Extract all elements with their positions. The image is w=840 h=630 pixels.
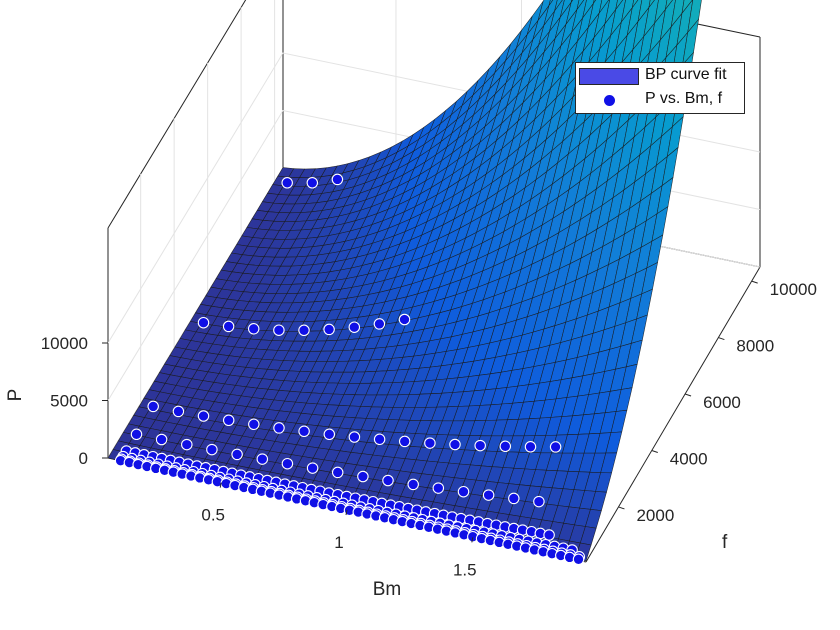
y-tick-label: 6000 xyxy=(703,393,741,412)
x-tick-label: 1 xyxy=(334,533,343,552)
data-point xyxy=(206,443,218,456)
data-point xyxy=(222,414,235,427)
data-point xyxy=(197,316,210,329)
data-point xyxy=(524,441,537,453)
data-point xyxy=(222,320,235,333)
data-point xyxy=(457,485,470,498)
data-point xyxy=(256,453,269,465)
y-tick-label: 4000 xyxy=(670,449,708,468)
data-point xyxy=(130,428,143,441)
x-tick-label: 1.5 xyxy=(453,560,477,579)
data-point xyxy=(449,438,461,451)
x-tick-label: 0.5 xyxy=(201,506,225,525)
y-tick-mark xyxy=(718,337,725,341)
data-point xyxy=(499,440,512,453)
data-point xyxy=(155,433,168,446)
data-point xyxy=(508,492,520,505)
data-point xyxy=(398,313,411,326)
data-point xyxy=(323,323,335,336)
axis-box-line xyxy=(585,266,761,563)
y-tick-mark xyxy=(684,393,692,397)
data-point xyxy=(331,173,344,186)
data-point xyxy=(348,321,361,333)
data-point xyxy=(172,405,185,418)
data-point xyxy=(373,318,386,330)
data-point xyxy=(231,448,243,461)
data-point xyxy=(549,441,562,453)
y-tick-label: 8000 xyxy=(736,337,774,356)
axis-ticks: 0.5 1 1.5 2000 4000 6000 8000 10000 0 5000 10000 xyxy=(41,280,817,579)
data-point xyxy=(281,457,294,470)
legend: BP curve fit P vs. Bm, f xyxy=(575,62,745,114)
data-point xyxy=(273,324,285,336)
data-point xyxy=(273,422,285,434)
legend-label-points: P vs. Bm, f xyxy=(645,90,723,107)
data-point xyxy=(424,437,436,449)
scatter-points xyxy=(114,173,586,566)
data-point xyxy=(248,418,260,431)
data-point xyxy=(357,470,369,483)
data-point xyxy=(181,438,193,451)
data-point xyxy=(572,553,585,566)
data-point xyxy=(298,425,310,438)
y-tick-label: 2000 xyxy=(636,506,674,525)
data-point xyxy=(474,439,486,452)
data-point xyxy=(306,177,319,189)
y-tick-mark xyxy=(651,450,658,453)
data-point xyxy=(533,495,545,508)
data-point xyxy=(407,478,419,491)
x-tick-mark xyxy=(471,537,474,543)
surface-swatch-icon xyxy=(579,68,639,85)
legend-item-fit: BP curve fit xyxy=(576,65,744,87)
z-tick-label: 10000 xyxy=(41,334,88,353)
axis-box-line xyxy=(107,0,247,229)
y-tick-label: 10000 xyxy=(770,280,817,299)
data-point xyxy=(331,466,344,479)
x-axis-label: Bm xyxy=(373,579,402,600)
x-tick-mark xyxy=(345,509,348,516)
surface-cell xyxy=(576,0,585,10)
data-point xyxy=(197,410,210,422)
z-tick-label: 5000 xyxy=(50,392,88,411)
data-point xyxy=(348,431,361,443)
y-tick-mark xyxy=(751,280,758,284)
legend-label-fit: BP curve fit xyxy=(645,66,727,83)
x-tick-mark xyxy=(219,482,222,488)
data-point xyxy=(147,400,159,413)
z-axis-label: P xyxy=(5,389,26,402)
y-tick-mark xyxy=(618,506,625,510)
data-point xyxy=(281,177,293,189)
data-point xyxy=(432,482,445,494)
data-point xyxy=(306,462,319,474)
circle-marker-icon xyxy=(603,94,616,107)
z-tick-label: 0 xyxy=(79,449,88,468)
data-point xyxy=(398,435,411,448)
legend-item-points: P vs. Bm, f xyxy=(576,89,744,111)
y-axis-label: f xyxy=(722,532,728,553)
data-point xyxy=(482,489,495,501)
data-point xyxy=(373,433,386,446)
data-point xyxy=(247,323,260,335)
data-point xyxy=(298,324,310,337)
data-point xyxy=(382,474,394,487)
data-point xyxy=(323,428,336,441)
data-point xyxy=(543,529,555,541)
